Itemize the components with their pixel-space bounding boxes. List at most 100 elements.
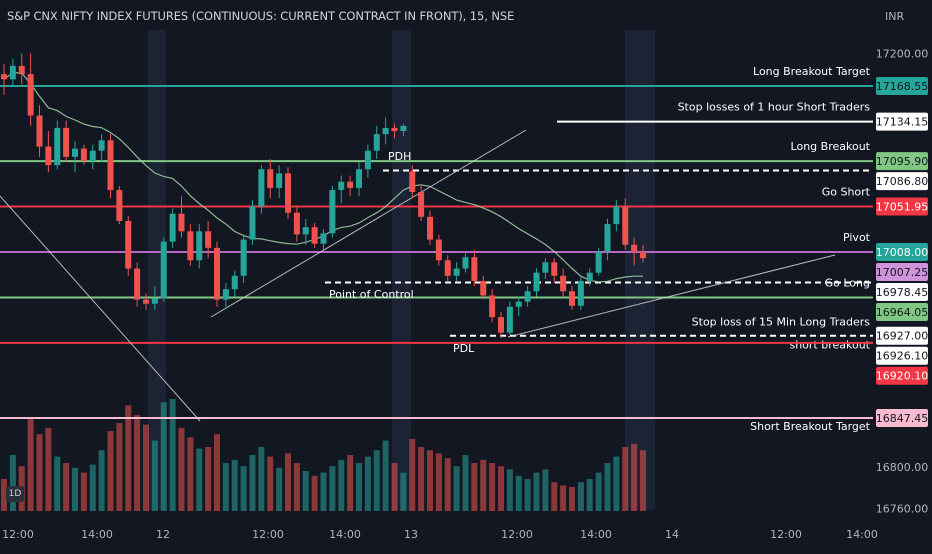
price-label-bg bbox=[876, 263, 928, 281]
candle-body bbox=[196, 231, 203, 261]
candle-body bbox=[560, 275, 567, 292]
candle-body bbox=[640, 252, 646, 259]
candle-body bbox=[151, 298, 158, 304]
candle-body bbox=[586, 272, 593, 281]
volume-bar bbox=[356, 463, 362, 511]
y-tick-label: 17200.00 bbox=[876, 47, 929, 60]
candle-body bbox=[36, 115, 43, 147]
price-label-bg bbox=[876, 303, 928, 321]
candle-body bbox=[453, 268, 460, 276]
candle-body bbox=[595, 252, 602, 273]
candle-body bbox=[338, 181, 345, 190]
price-label: 17008.00 bbox=[876, 246, 929, 259]
volume-bar bbox=[1, 479, 7, 511]
level-name: Long Breakout bbox=[791, 140, 871, 153]
volume-bar bbox=[169, 399, 176, 511]
x-tick-label: 14:00 bbox=[81, 528, 113, 541]
candle-body bbox=[98, 140, 105, 151]
volume-bar bbox=[569, 487, 575, 511]
volume-bar bbox=[187, 437, 194, 511]
volume-bar bbox=[222, 463, 229, 511]
volume-bar bbox=[231, 459, 238, 511]
level-name: Long Breakout Target bbox=[753, 65, 871, 78]
volume-bar bbox=[329, 466, 336, 511]
annotation-label: Point of Control bbox=[329, 288, 414, 301]
price-label: 17095.90 bbox=[876, 155, 929, 168]
volume-bar bbox=[453, 466, 460, 511]
volume-bar bbox=[72, 467, 78, 511]
x-tick-label: 13 bbox=[404, 528, 418, 541]
candle-body bbox=[569, 291, 575, 306]
price-label-bg bbox=[876, 197, 928, 216]
candle-body bbox=[418, 192, 425, 217]
candle-body bbox=[125, 220, 132, 269]
candle-body bbox=[72, 148, 78, 157]
session-bands bbox=[148, 30, 655, 510]
volume-bar bbox=[622, 447, 629, 511]
candle-body bbox=[222, 289, 229, 300]
x-tick-label: 14:00 bbox=[846, 528, 878, 541]
volume-bar bbox=[240, 466, 247, 511]
axes: 17200.00 16800.00 16760.00 12:00 14:00 12 12:0… bbox=[2, 47, 928, 541]
price-label: 17168.55 bbox=[876, 80, 929, 93]
level-name: short breakout bbox=[789, 339, 870, 352]
candle-body bbox=[285, 173, 291, 213]
candle-body bbox=[45, 146, 52, 166]
volume-bar bbox=[498, 466, 504, 511]
level-name: Go Long bbox=[825, 276, 870, 289]
volume-bar bbox=[320, 472, 327, 511]
interval-badge[interactable]: 1D bbox=[6, 486, 24, 502]
volume-bar bbox=[640, 450, 646, 511]
candle-body bbox=[462, 257, 469, 269]
price-label: 16920.10 bbox=[876, 370, 929, 383]
volume-bar bbox=[80, 472, 87, 511]
x-tick-label: 12:00 bbox=[2, 528, 34, 541]
chart-title: S&P CNX NIFTY INDEX FUTURES (CONTINUOUS:… bbox=[7, 9, 515, 23]
price-label-bg bbox=[876, 409, 928, 427]
volume-bar bbox=[45, 427, 52, 511]
price-label: 17086.80 bbox=[876, 175, 929, 188]
level-name: Short Breakout Target bbox=[750, 420, 871, 433]
volume-bars bbox=[1, 399, 646, 511]
x-tick-label: 14 bbox=[665, 528, 679, 541]
level-name: Go Short bbox=[822, 186, 871, 199]
candle-body bbox=[143, 299, 149, 304]
volume-bar bbox=[364, 456, 371, 511]
volume-bar bbox=[515, 475, 522, 511]
volume-bar bbox=[311, 475, 318, 511]
price-label: 16927.00 bbox=[876, 330, 929, 343]
volume-bar bbox=[9, 455, 16, 511]
price-label: 17051.95 bbox=[876, 201, 929, 214]
level-name: Stop loss of 15 Min Long Traders bbox=[692, 316, 871, 329]
volume-bar bbox=[116, 423, 123, 511]
x-tick-label: 14:00 bbox=[580, 528, 612, 541]
volume-bar bbox=[27, 418, 34, 511]
price-label-bg bbox=[876, 152, 928, 171]
price-label-bg bbox=[876, 283, 928, 301]
candle-body bbox=[515, 301, 522, 307]
price-label-bg bbox=[876, 243, 928, 261]
candle-body bbox=[276, 173, 283, 188]
volume-bar bbox=[36, 434, 43, 511]
candle-body bbox=[409, 171, 416, 193]
volume-bar bbox=[542, 469, 549, 511]
price-label: 16847.45 bbox=[876, 412, 929, 425]
candle-body bbox=[471, 257, 478, 281]
volume-bar bbox=[586, 479, 593, 511]
volume-bar bbox=[125, 405, 132, 511]
annotation-label: PDH bbox=[388, 150, 411, 163]
candle-body bbox=[489, 295, 496, 318]
volume-bar bbox=[533, 472, 540, 511]
volume-bar bbox=[435, 453, 442, 511]
candle-body bbox=[311, 227, 318, 244]
volume-bar bbox=[249, 455, 256, 511]
trendlines bbox=[0, 129, 836, 422]
session-band-0 bbox=[148, 30, 166, 510]
annotations: PDH Point of Control PDL bbox=[329, 150, 475, 355]
candle-body bbox=[160, 241, 167, 299]
volume-bar bbox=[409, 439, 416, 511]
candle-body bbox=[1, 74, 7, 80]
candle-body bbox=[231, 275, 238, 290]
